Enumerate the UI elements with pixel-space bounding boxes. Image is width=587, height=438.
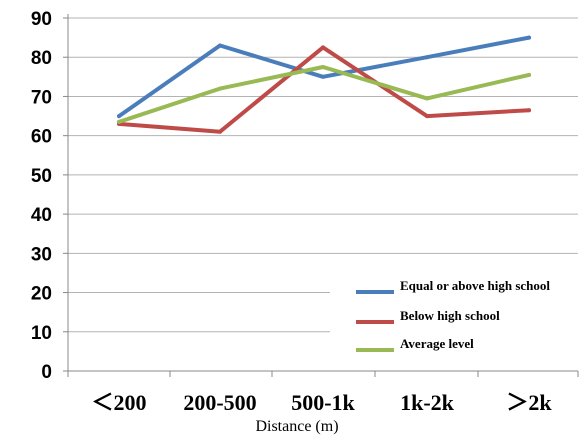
series-0-point-4: [527, 35, 531, 40]
y-tick-label-10: 10: [31, 323, 52, 344]
x-tick-label-3: 1k-2k: [400, 390, 455, 415]
y-tick-label-70: 70: [31, 87, 52, 108]
x-axis-label: Distance (m): [255, 418, 338, 435]
series-lines: [117, 35, 531, 134]
y-tick-label-0: 0: [41, 362, 52, 383]
series-0-point-1: [218, 43, 222, 48]
y-tick-label-80: 80: [31, 48, 52, 69]
legend: Equal or above high school Below high sch…: [356, 278, 550, 352]
series-2-point-3: [425, 96, 429, 101]
gridlines: [68, 17, 578, 333]
series-2-point-4: [527, 72, 531, 77]
series-1-point-4: [527, 108, 531, 113]
x-axis-ticks: ＜200 200-500 500-1k 1k-2k ＞2k: [91, 390, 552, 415]
y-tick-label-30: 30: [31, 244, 52, 265]
legend-label-0: Equal or above high school: [400, 278, 550, 293]
y-tick-label-40: 40: [31, 205, 52, 226]
series-0-point-2: [321, 74, 325, 79]
series-2-point-0: [117, 119, 121, 124]
axes: [63, 14, 579, 377]
y-tick-label-20: 20: [31, 284, 52, 305]
y-axis-ticks: 0 10 20 30 40 50 60 70 80 90: [31, 9, 52, 383]
series-1-point-2: [321, 45, 325, 50]
series-1-point-1: [218, 129, 222, 134]
x-tick-label-1: 200-500: [183, 390, 256, 415]
y-tick-label-90: 90: [31, 9, 52, 30]
legend-label-1: Below high school: [400, 308, 500, 323]
series-2-point-1: [218, 86, 222, 91]
series-2-point-2: [321, 65, 325, 69]
series-0-point-3: [425, 55, 429, 60]
x-tick-label-4: ＞2k: [506, 390, 552, 415]
legend-label-2: Average level: [400, 336, 474, 351]
x-tick-label-2: 500-1k: [291, 390, 355, 415]
series-0-point-0: [117, 114, 121, 119]
y-tick-label-50: 50: [31, 166, 52, 187]
x-tick-label-0: ＜200: [91, 390, 146, 415]
y-tick-label-60: 60: [31, 127, 52, 148]
series-1-point-3: [425, 114, 429, 119]
